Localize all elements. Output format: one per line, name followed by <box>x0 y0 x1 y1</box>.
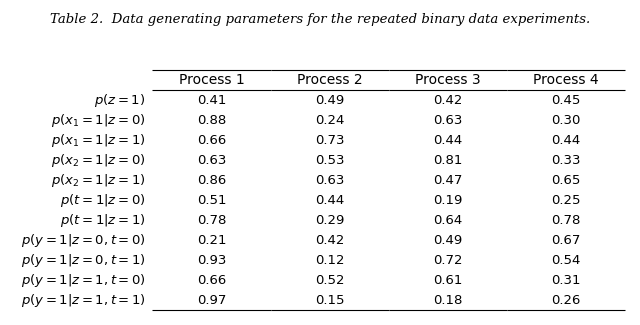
Text: Table 2.  Data generating parameters for the repeated binary data experiments.: Table 2. Data generating parameters for … <box>50 13 590 26</box>
